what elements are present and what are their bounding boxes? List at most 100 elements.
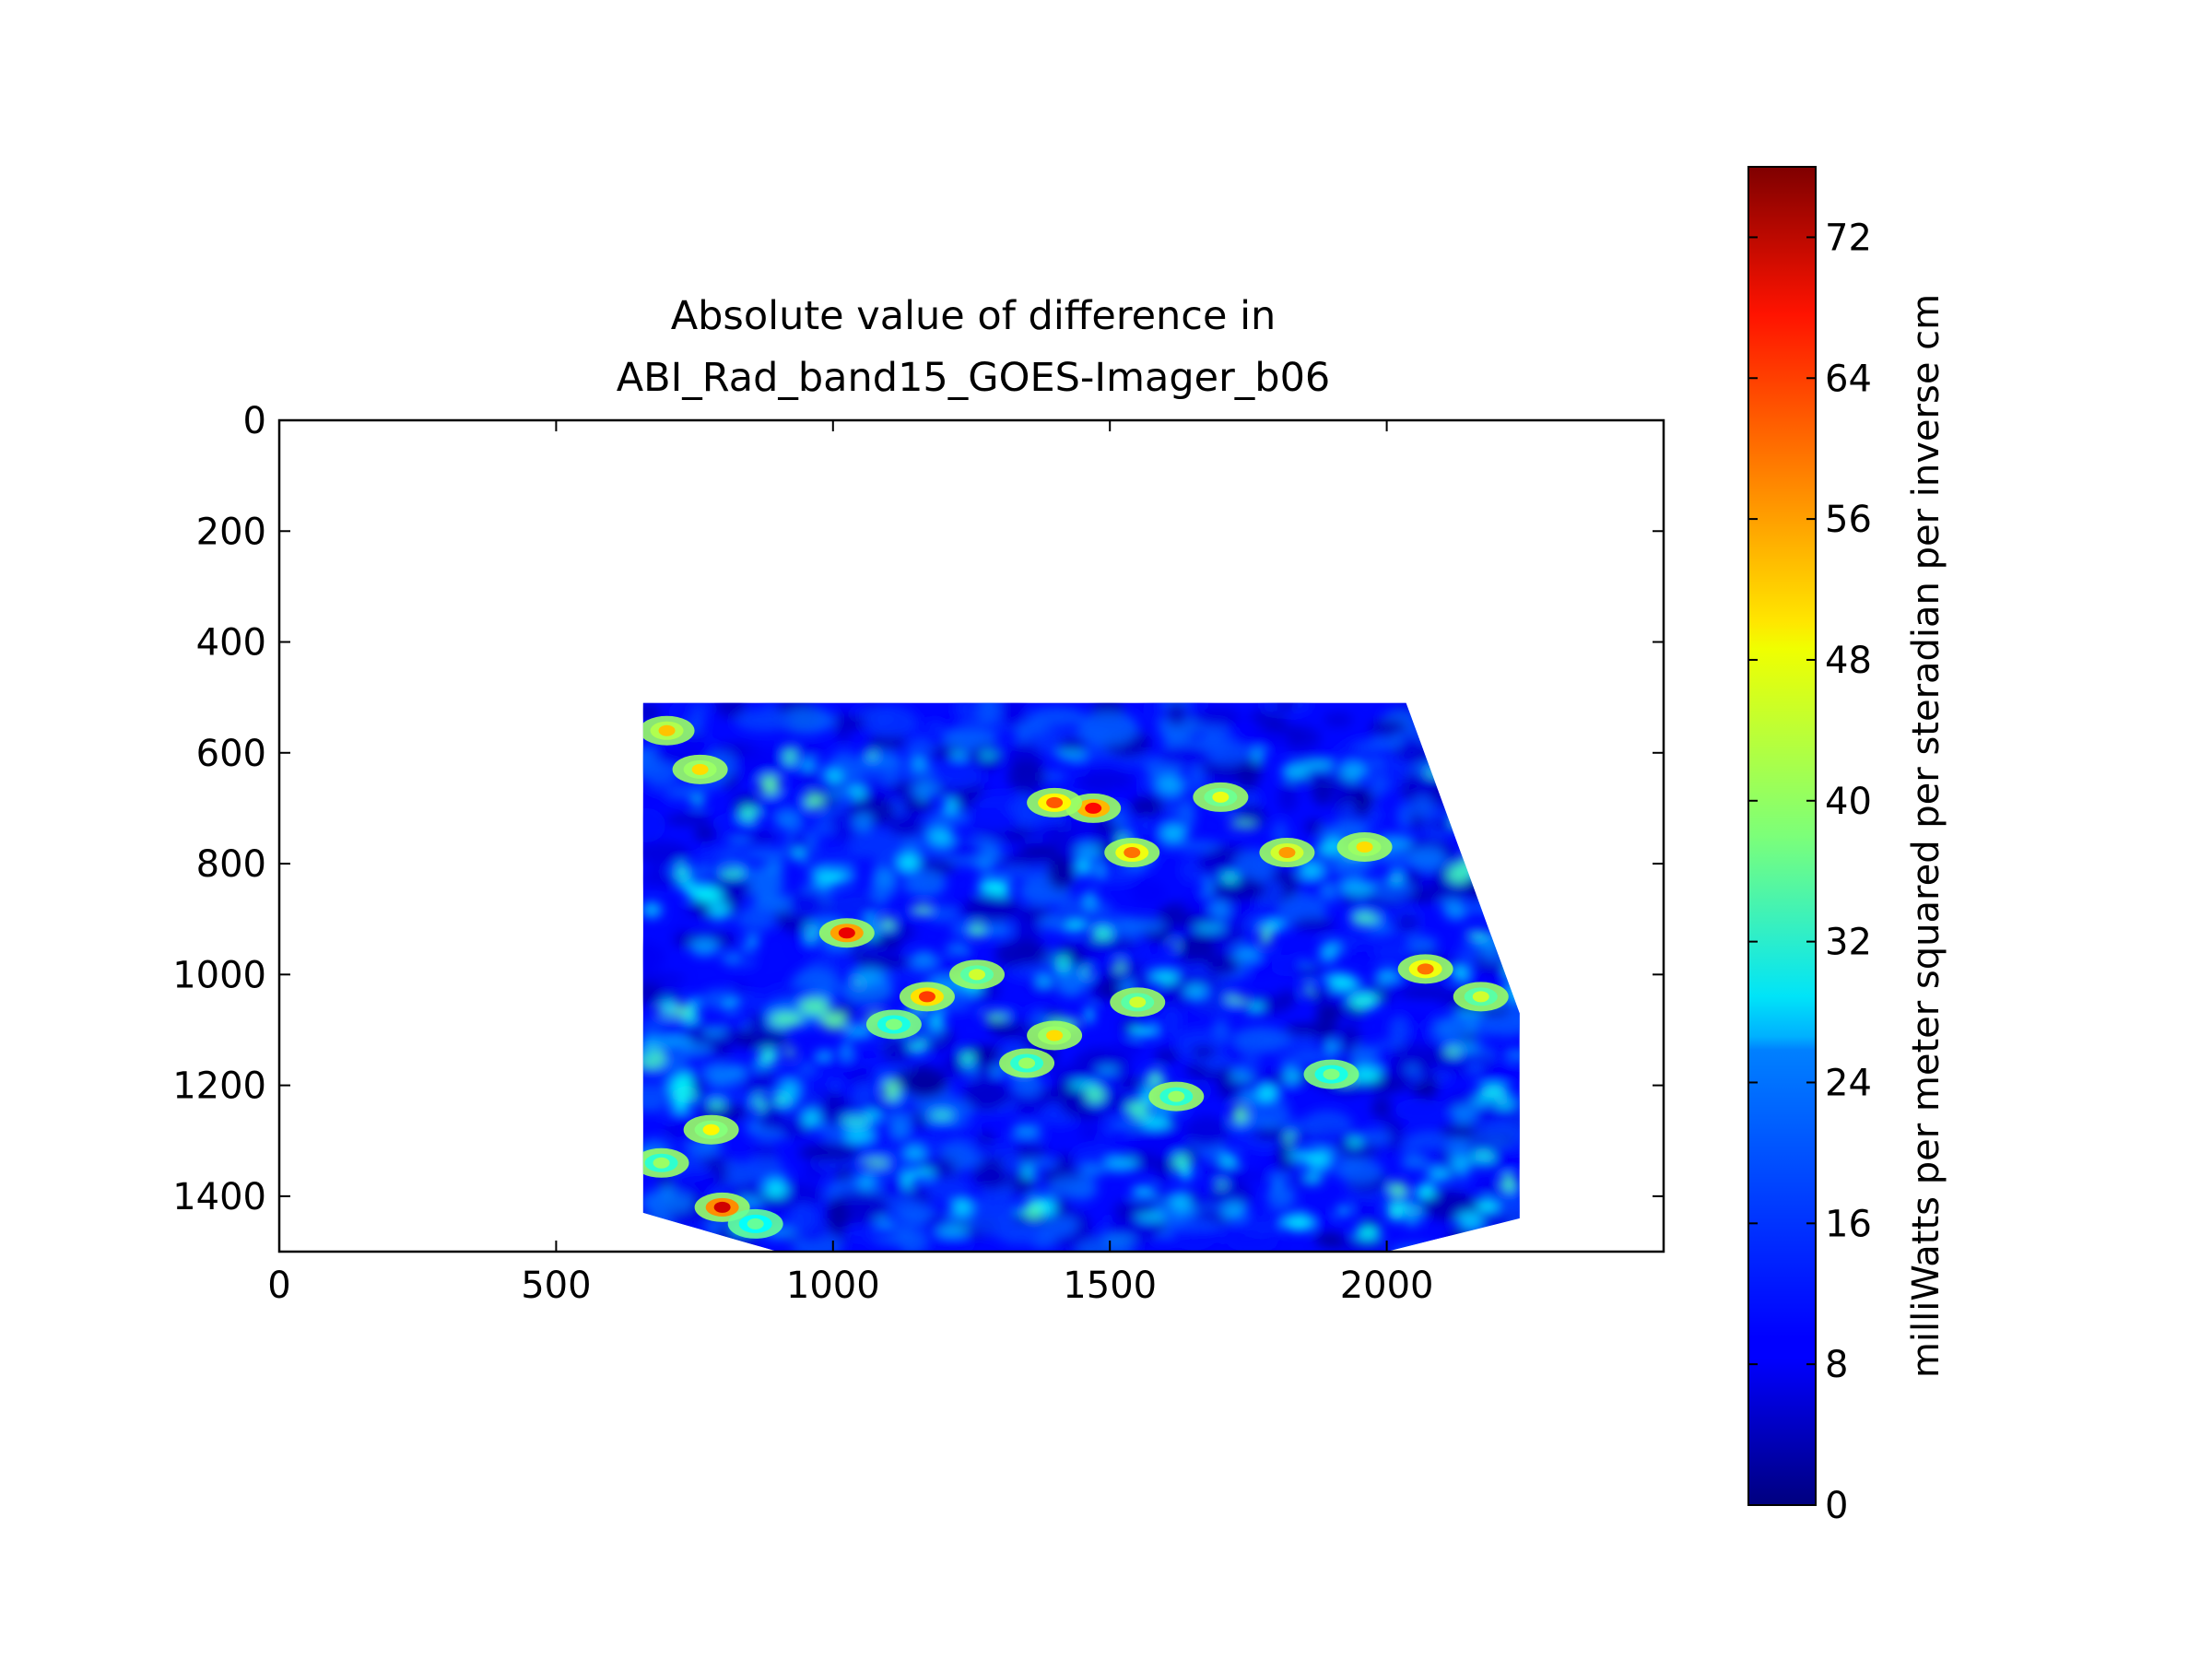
heatmap-cell [735, 906, 778, 933]
heatmap-cell [862, 1159, 890, 1167]
heatmap-cell [1154, 1048, 1180, 1064]
heatmap-cell [1258, 1085, 1277, 1101]
heatmap-cell [1477, 1085, 1509, 1099]
heatmap-cell [1065, 923, 1087, 932]
heatmap-cell [1477, 1198, 1499, 1211]
heatmap-cell [1500, 1174, 1517, 1193]
heatmap-cell [991, 1068, 1002, 1075]
hotspot-core [1018, 1057, 1036, 1069]
heatmap-cell [910, 951, 937, 968]
heatmap-cell [1322, 884, 1335, 898]
colorbar-tick-label: 32 [1825, 922, 1872, 964]
heatmap-cell [1493, 1100, 1515, 1108]
heatmap-cell [841, 1116, 870, 1126]
heatmap-cell [1410, 795, 1434, 818]
heatmap-cell [1389, 1016, 1408, 1045]
heatmap-cell [1386, 770, 1406, 793]
hotspot-core [1323, 1068, 1340, 1080]
heatmap-cell [866, 916, 877, 924]
heatmap-cell [1206, 952, 1241, 976]
heatmap-cell [1092, 866, 1140, 885]
heatmap-cell [778, 707, 835, 735]
heatmap-cell [1222, 1201, 1247, 1221]
heatmap-image [642, 702, 1520, 1252]
heatmap-cell [820, 1010, 848, 1030]
hotspot-core [1046, 796, 1064, 808]
heatmap-cell [708, 1100, 725, 1110]
heatmap-cell [684, 1044, 713, 1052]
heatmap-cell [1126, 1100, 1149, 1119]
heatmap-cell [1007, 759, 1046, 794]
heatmap-cell [1260, 926, 1272, 946]
heatmap-cell [1194, 924, 1226, 932]
colorbar-tick-label: 56 [1825, 499, 1872, 541]
y-tick-label: 400 [196, 622, 266, 665]
heatmap-cell [982, 923, 1013, 936]
heatmap-cell [1180, 799, 1196, 826]
heatmap-cell [929, 810, 971, 826]
heatmap-cell [759, 1048, 780, 1064]
heatmap-cell [1400, 1157, 1428, 1170]
heatmap-cell [1372, 1069, 1381, 1079]
heatmap-cell [1369, 771, 1389, 798]
heatmap-cell [1283, 1118, 1308, 1135]
colorbar-tick-label: 72 [1825, 217, 1872, 259]
colorbar: 0 8 16 24 32 40 48 56 64 72 milliWatts per meter … [1747, 166, 1947, 1527]
heatmap-cell [642, 793, 672, 806]
heatmap-cell [1037, 977, 1051, 987]
heatmap-cell [784, 747, 796, 766]
heatmap-cell [910, 782, 942, 798]
heatmap-cell [692, 797, 704, 806]
heatmap-cell [835, 710, 852, 743]
heatmap-cell [642, 989, 672, 1006]
heatmap-cell [856, 1172, 877, 1191]
x-tick-label: 0 [267, 1265, 290, 1307]
heatmap-cell [955, 702, 974, 724]
heatmap-cell [1304, 818, 1324, 835]
heatmap-cell [993, 1006, 1038, 1025]
heatmap-cell [1057, 896, 1111, 924]
heatmap-cell [820, 759, 862, 787]
heatmap-cell [1396, 802, 1413, 830]
heatmap-cell [950, 751, 968, 759]
heatmap-cell [787, 890, 824, 915]
heatmap-cell [963, 1078, 1010, 1112]
heatmap-cell [1003, 1144, 1020, 1177]
y-axis: 0 200 400 600 800 1000 1200 1400 [172, 400, 1664, 1218]
heatmap-cell [905, 1146, 925, 1161]
heatmap-cell [1281, 1219, 1314, 1230]
heatmap-cell [1077, 859, 1088, 877]
heatmap-cell [883, 1079, 900, 1100]
heatmap-cell [1314, 1231, 1345, 1248]
hotspot-core [1085, 802, 1102, 814]
heatmap-cell [1055, 750, 1088, 759]
heatmap-cell [1454, 1042, 1480, 1052]
heatmap-cell [642, 1066, 675, 1077]
heatmap-cell [1109, 1041, 1143, 1058]
heatmap-cell [849, 955, 911, 970]
heatmap-cell [1057, 953, 1068, 973]
heatmap-cell [1286, 1131, 1295, 1146]
heatmap-cell [642, 1037, 665, 1048]
heatmap-cell [1408, 1218, 1418, 1226]
heatmap-cell [803, 1110, 820, 1128]
heatmap-cell [759, 775, 781, 795]
heatmap-cell [961, 1050, 974, 1066]
heatmap-cell [1036, 1221, 1075, 1239]
heatmap-cell [1212, 848, 1239, 863]
heatmap-cell [924, 1176, 971, 1202]
heatmap-cell [1406, 771, 1440, 798]
heatmap-cell [876, 1112, 918, 1122]
heatmap-cell [1041, 1088, 1068, 1103]
x-tick-label: 1000 [786, 1265, 880, 1307]
heatmap-cell [874, 867, 895, 888]
heatmap-cell [748, 1012, 767, 1041]
heatmap-cell [1355, 1226, 1382, 1240]
heatmap-cell [1159, 1005, 1183, 1039]
heatmap-cell [964, 807, 1018, 833]
heatmap-cell [715, 702, 747, 718]
heatmap-cell [903, 1169, 935, 1179]
heatmap-cell [1085, 1006, 1094, 1024]
heatmap-cell [1405, 1065, 1419, 1073]
heatmap-cell [1141, 1114, 1172, 1128]
